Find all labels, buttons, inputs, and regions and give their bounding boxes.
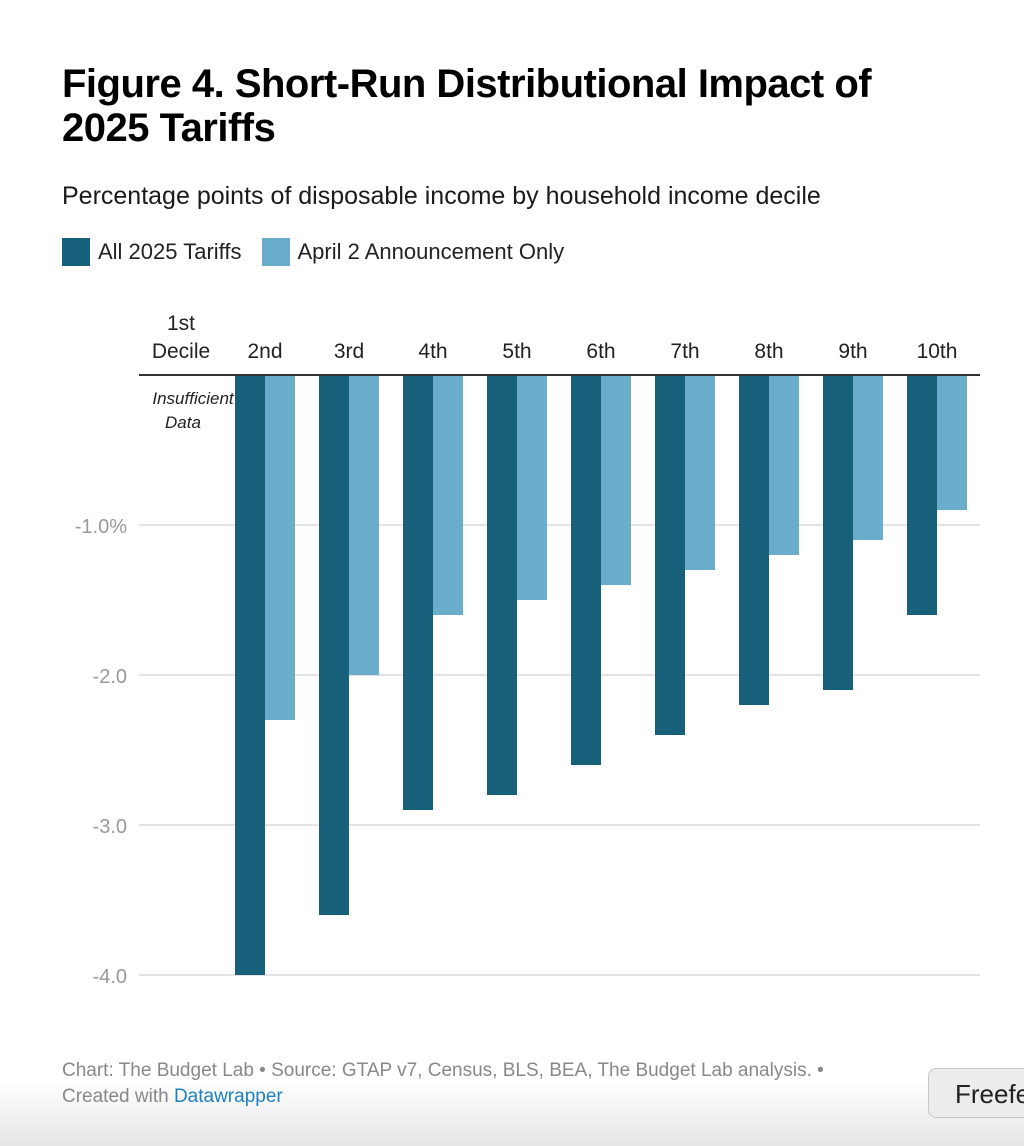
x-tick-label: 3rd	[334, 340, 364, 363]
x-tick-label: 2nd	[247, 340, 282, 363]
bar-april2-3	[433, 375, 463, 615]
x-tick-label: 1st	[167, 312, 195, 335]
bar-all-2	[319, 375, 349, 915]
bar-april2-6	[685, 375, 715, 570]
x-tick-label: 5th	[502, 340, 531, 363]
x-tick-label: Decile	[152, 340, 210, 363]
bar-all-3	[403, 375, 433, 810]
bar-all-6	[655, 375, 685, 735]
y-tick-label: -4.0	[93, 966, 127, 988]
y-tick-label: -2.0	[93, 666, 127, 688]
bar-april2-8	[853, 375, 883, 540]
y-tick-label: -1.0%	[75, 516, 127, 538]
bar-all-7	[739, 375, 769, 705]
x-tick-label: 4th	[418, 340, 447, 363]
legend: All 2025 Tariffs April 2 Announcement On…	[62, 238, 564, 266]
annotation: Data	[165, 413, 201, 432]
bar-april2-4	[517, 375, 547, 600]
bar-all-8	[823, 375, 853, 690]
datawrapper-link[interactable]: Datawrapper	[173, 1086, 283, 1107]
bar-all-1	[235, 375, 265, 975]
bar-all-4	[487, 375, 517, 795]
x-tick-label: 10th	[917, 340, 958, 363]
bar-april2-7	[769, 375, 799, 555]
chart-subtitle: Percentage points of disposable income b…	[62, 182, 821, 210]
legend-swatch	[261, 238, 290, 266]
bar-april2-9	[937, 375, 967, 510]
x-tick-label: 7th	[670, 340, 699, 363]
legend-item-all-tariffs: All 2025 Tariffs	[62, 238, 242, 266]
tooltip: Freefe	[928, 1068, 1024, 1118]
x-tick-label: 6th	[586, 340, 615, 363]
legend-label: April 2 Announcement Only	[297, 239, 565, 264]
x-tick-label: 9th	[838, 340, 867, 363]
footer: Chart: The Budget Lab • Source: GTAP v7,…	[62, 1058, 824, 1110]
bar-all-9	[907, 375, 937, 615]
legend-item-april2: April 2 Announcement Only	[261, 238, 565, 266]
legend-swatch	[62, 238, 90, 266]
chart-title: Figure 4. Short-Run Distributional Impac…	[62, 62, 872, 150]
y-tick-label: -3.0	[93, 816, 127, 838]
x-tick-label: 8th	[754, 340, 783, 363]
legend-label: All 2025 Tariffs	[98, 239, 242, 264]
footer-created: Created with	[62, 1086, 169, 1107]
annotation: Insufficient	[152, 389, 235, 408]
footer-source: Chart: The Budget Lab • Source: GTAP v7,…	[62, 1060, 824, 1081]
bar-april2-5	[601, 375, 631, 585]
bar-all-5	[571, 375, 601, 765]
bar-april2-1	[265, 375, 295, 720]
bar-april2-2	[349, 375, 379, 675]
